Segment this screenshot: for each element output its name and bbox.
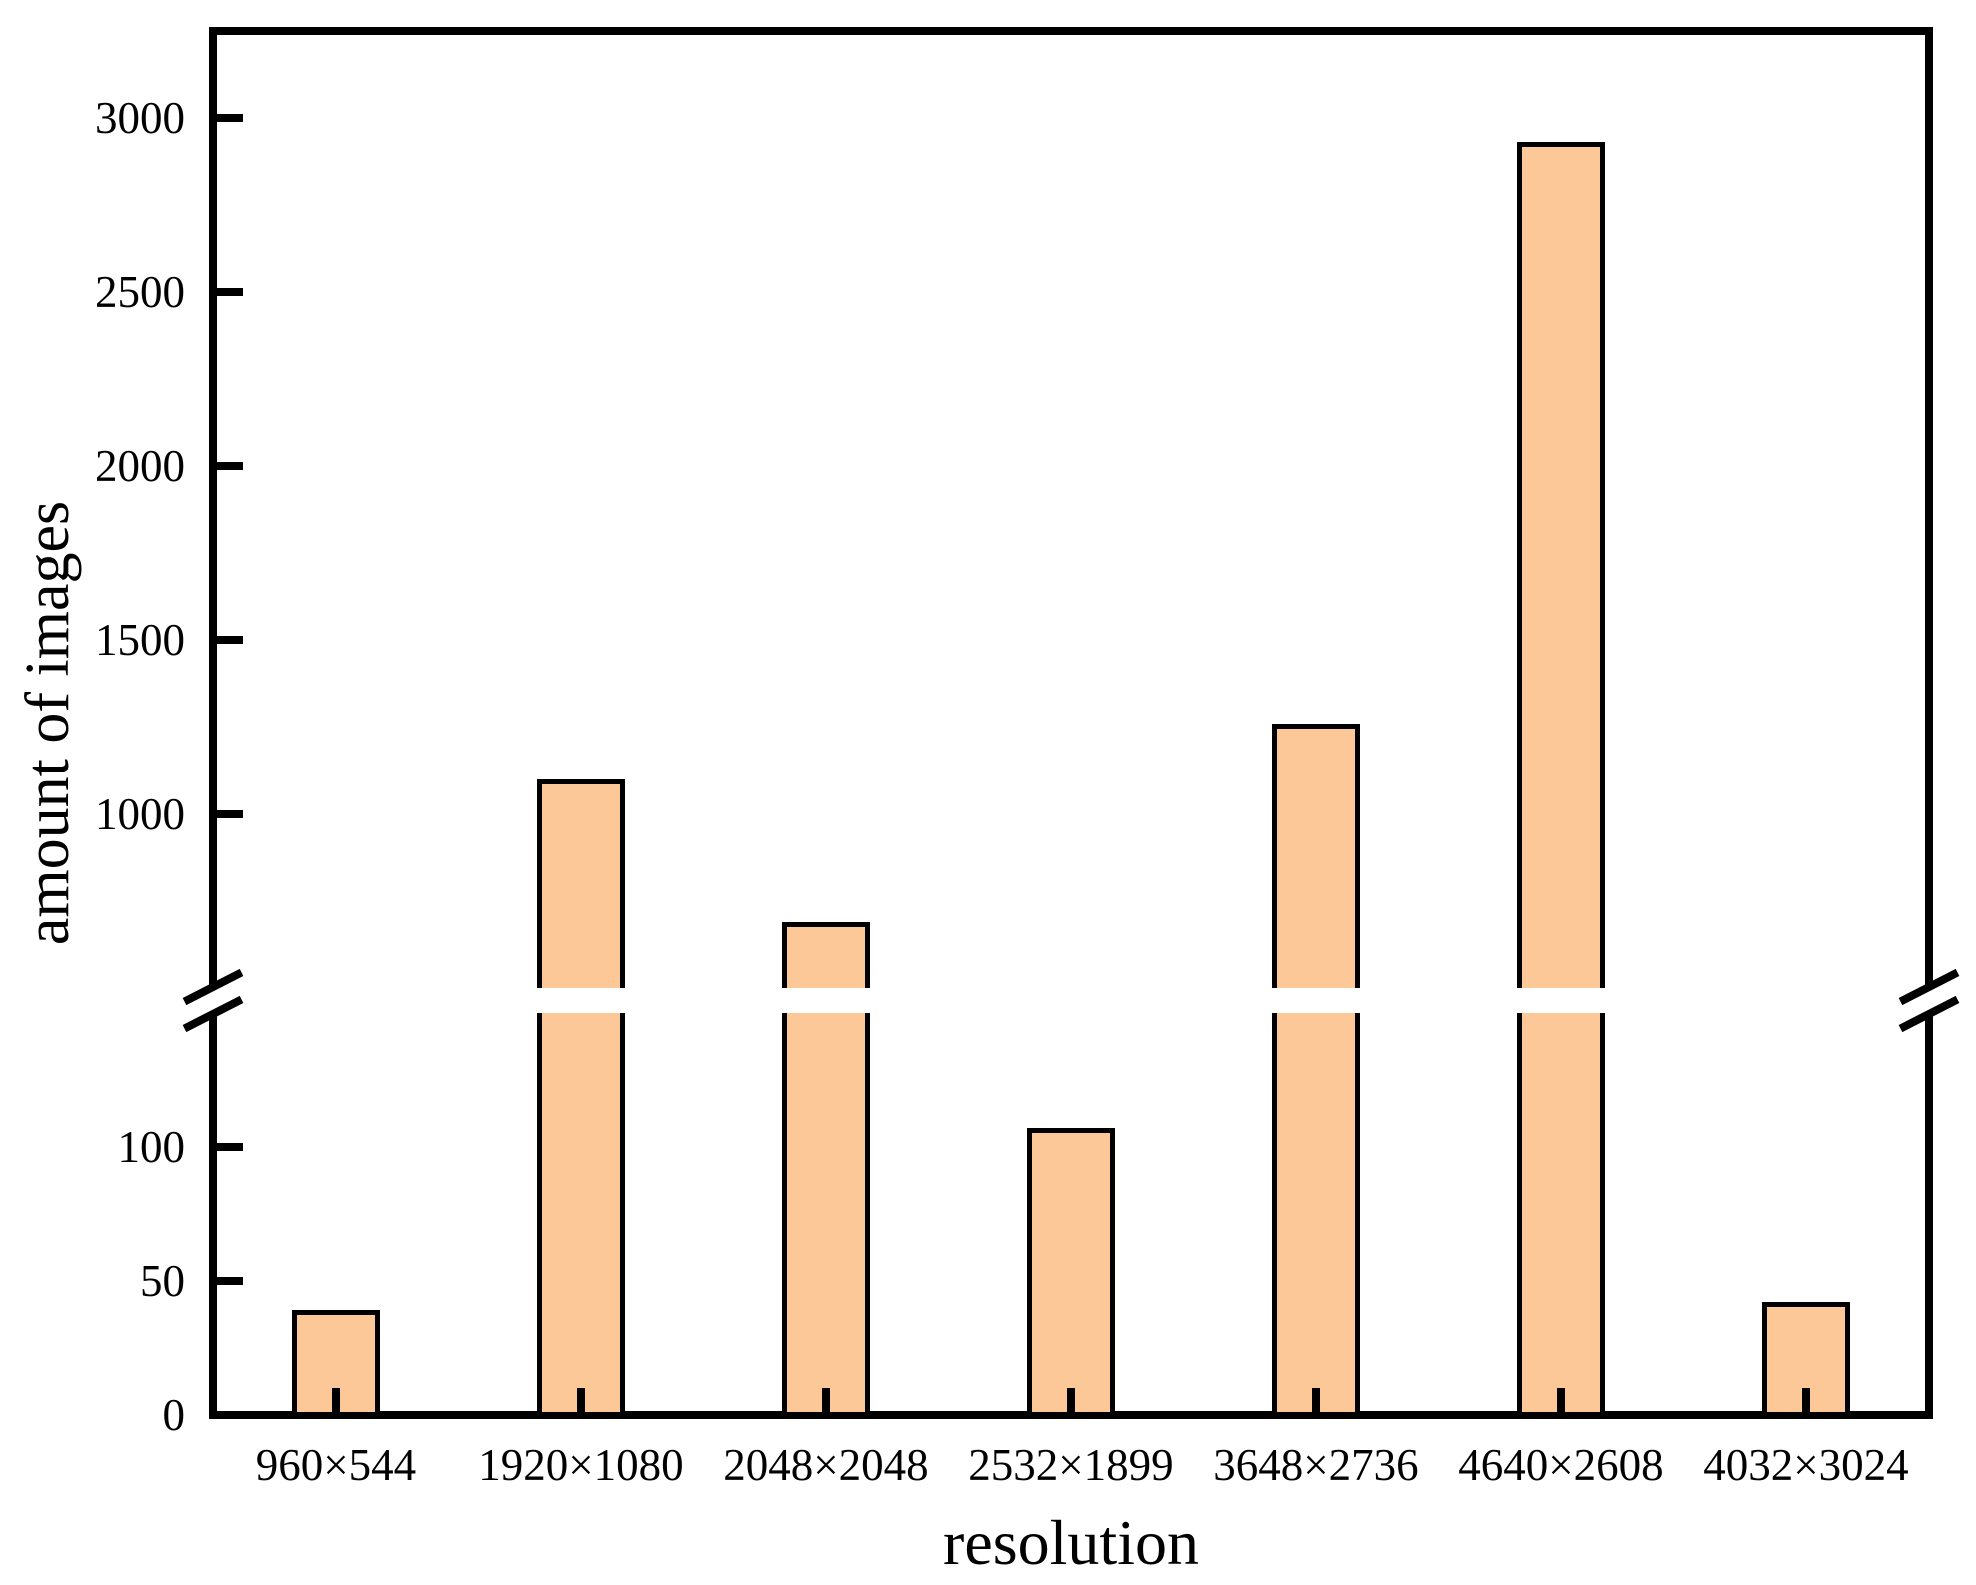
- y-tick-label-100: 100: [117, 1122, 186, 1172]
- y-tick-2500: [217, 288, 243, 296]
- y-tick-1500: [217, 636, 243, 644]
- y-tick-label-1000: 1000: [95, 789, 185, 839]
- x-tick-label-960x544: 960×544: [255, 1440, 417, 1490]
- x-tick-2048x2048: [822, 1388, 830, 1415]
- axis-break-gap: [209, 988, 1933, 1013]
- bar-2532x1899: [1027, 1128, 1115, 1417]
- y-tick-100: [217, 1143, 243, 1151]
- y-tick-label-0: 0: [162, 1390, 186, 1440]
- x-tick-label-4640x2608: 4640×2608: [1458, 1440, 1664, 1490]
- y-tick-1000: [217, 810, 243, 818]
- y-tick-3000: [217, 114, 243, 122]
- y-tick-2000: [217, 462, 243, 470]
- y-tick-label-50: 50: [140, 1256, 185, 1306]
- bar-1920x1080: [537, 779, 625, 1417]
- bar-4640x2608: [1517, 142, 1605, 1417]
- x-tick-label-2532x1899: 2532×1899: [968, 1440, 1174, 1490]
- x-tick-label-4032x3024: 4032×3024: [1703, 1440, 1909, 1490]
- x-tick-label-2048x2048: 2048×2048: [723, 1440, 929, 1490]
- y-tick-label-3000: 3000: [95, 93, 185, 143]
- x-tick-1920x1080: [577, 1388, 585, 1415]
- y-tick-label-2000: 2000: [95, 441, 185, 491]
- y-tick-0: [217, 1411, 243, 1419]
- x-tick-3648x2736: [1312, 1388, 1320, 1415]
- y-axis-title: amount of images: [14, 500, 82, 946]
- x-tick-4032x3024: [1802, 1388, 1810, 1415]
- x-tick-4640x2608: [1557, 1388, 1565, 1415]
- y-tick-label-1500: 1500: [95, 615, 185, 665]
- x-tick-2532x1899: [1067, 1388, 1075, 1415]
- bar-3648x2736: [1272, 724, 1360, 1417]
- x-tick-960x544: [332, 1388, 340, 1415]
- y-tick-50: [217, 1277, 243, 1285]
- x-tick-label-3648x2736: 3648×2736: [1213, 1440, 1419, 1490]
- x-axis-title: resolution: [943, 1507, 1199, 1578]
- y-tick-label-2500: 2500: [95, 267, 185, 317]
- x-tick-label-1920x1080: 1920×1080: [478, 1440, 684, 1490]
